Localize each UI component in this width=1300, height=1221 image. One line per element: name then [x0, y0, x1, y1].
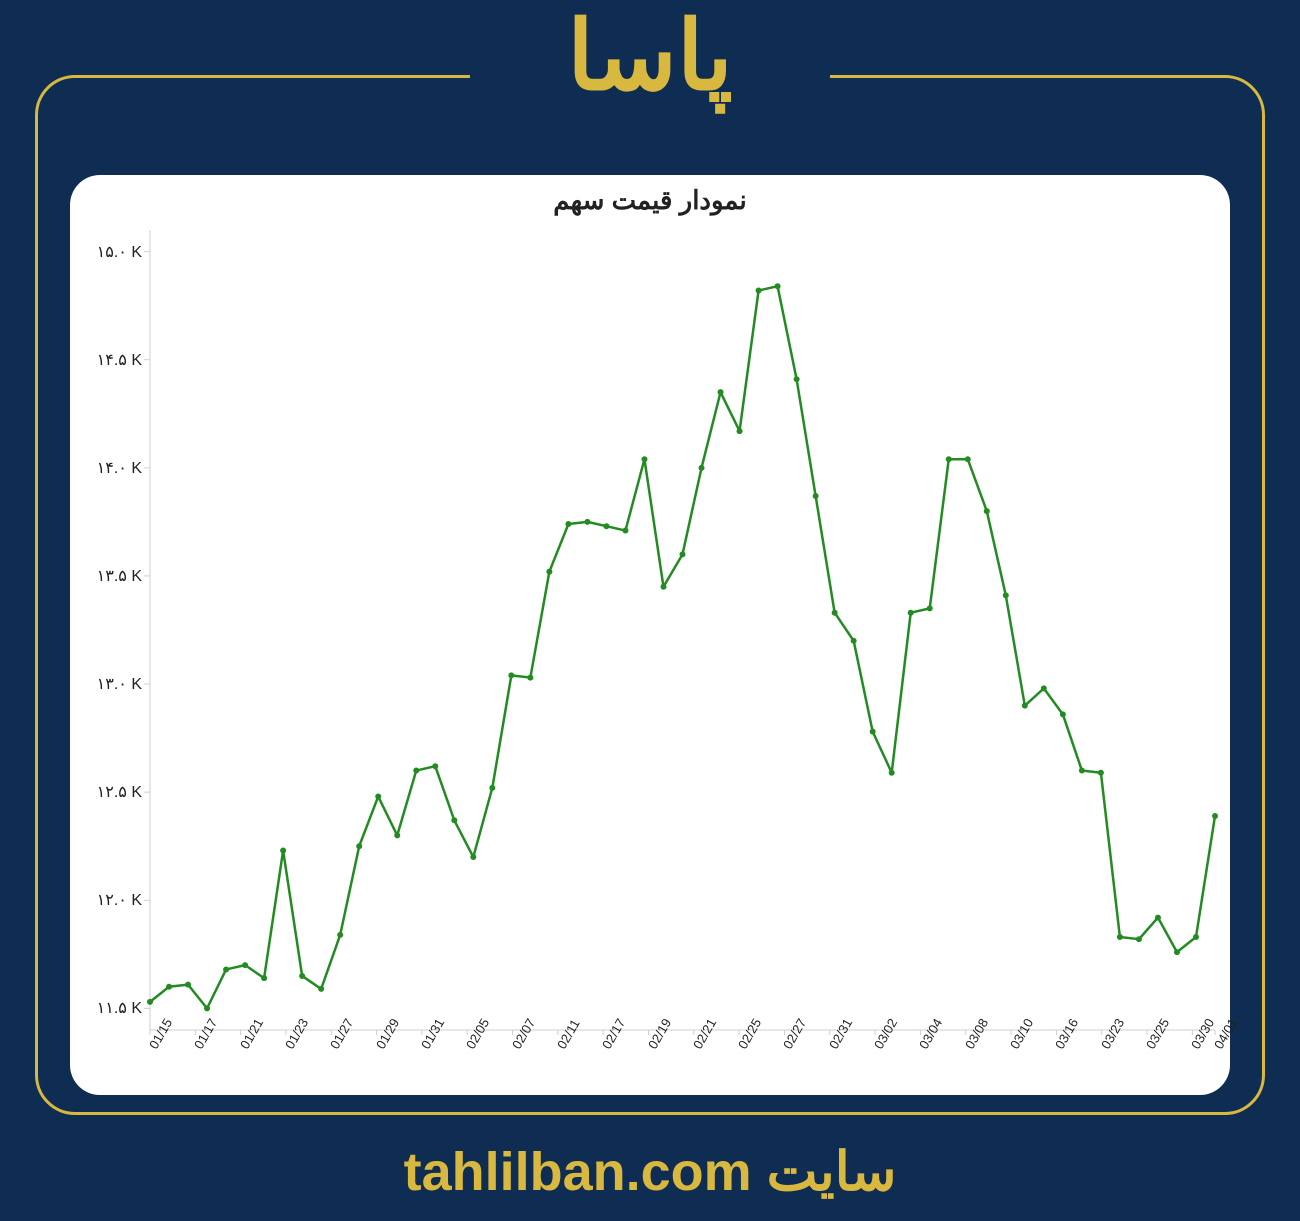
- data-point: [832, 610, 838, 616]
- price-line: [150, 286, 1215, 1008]
- data-point: [680, 551, 686, 557]
- data-point: [1174, 949, 1180, 955]
- data-point: [603, 523, 609, 529]
- data-point: [223, 966, 229, 972]
- data-point: [242, 962, 248, 968]
- data-point: [756, 288, 762, 294]
- data-point: [413, 768, 419, 774]
- data-point: [584, 519, 590, 525]
- data-point: [1060, 711, 1066, 717]
- y-tick-label: ۱۲.۰ K: [72, 890, 142, 910]
- data-point: [299, 973, 305, 979]
- data-point: [1022, 703, 1028, 709]
- y-tick-label: ۱۵.۰ K: [72, 242, 142, 262]
- data-point: [261, 975, 267, 981]
- data-point: [1117, 934, 1123, 940]
- data-point: [451, 817, 457, 823]
- data-point: [1136, 936, 1142, 942]
- y-tick-label: ۱۴.۰ K: [72, 458, 142, 478]
- data-point: [147, 999, 153, 1005]
- data-point: [280, 848, 286, 854]
- data-point: [1212, 813, 1218, 819]
- y-tick-label: ۱۲.۵ K: [72, 782, 142, 802]
- data-point: [204, 1005, 210, 1011]
- y-tick-label: ۱۱.۵ K: [72, 998, 142, 1018]
- data-point: [622, 528, 628, 534]
- data-point: [1003, 592, 1009, 598]
- footer-site-url: tahlilban.com: [404, 1142, 752, 1202]
- data-point: [470, 854, 476, 860]
- data-point: [356, 843, 362, 849]
- data-point: [813, 493, 819, 499]
- y-tick-label: ۱۳.۵ K: [72, 566, 142, 586]
- data-point: [965, 456, 971, 462]
- data-point: [489, 785, 495, 791]
- data-point: [185, 982, 191, 988]
- data-point: [394, 832, 400, 838]
- y-tick-label: ۱۳.۰ K: [72, 674, 142, 694]
- data-point: [870, 729, 876, 735]
- data-point: [718, 389, 724, 395]
- data-point: [546, 569, 552, 575]
- data-point: [318, 986, 324, 992]
- data-point: [565, 521, 571, 527]
- data-point: [794, 376, 800, 382]
- data-point: [166, 984, 172, 990]
- data-point: [984, 508, 990, 514]
- data-point: [851, 638, 857, 644]
- data-point: [641, 456, 647, 462]
- data-point: [908, 610, 914, 616]
- data-point: [775, 283, 781, 289]
- footer-site-label: سایت: [767, 1142, 897, 1202]
- data-point: [1079, 768, 1085, 774]
- page: پاسا نمودار قیمت سهم ۱۱.۵ K۱۲.۰ K۱۲.۵ K۱…: [0, 0, 1300, 1221]
- footer-site: سایت tahlilban.com: [404, 1140, 897, 1203]
- data-point: [699, 465, 705, 471]
- data-point: [737, 428, 743, 434]
- y-tick-label: ۱۴.۵ K: [72, 350, 142, 370]
- data-point: [337, 932, 343, 938]
- data-point: [889, 770, 895, 776]
- data-point: [432, 763, 438, 769]
- data-point: [1155, 915, 1161, 921]
- data-point: [1193, 934, 1199, 940]
- data-point: [508, 672, 514, 678]
- data-point: [946, 456, 952, 462]
- data-point: [927, 605, 933, 611]
- data-point: [1098, 770, 1104, 776]
- data-point: [1041, 685, 1047, 691]
- data-point: [660, 584, 666, 590]
- data-point: [527, 675, 533, 681]
- data-point: [375, 793, 381, 799]
